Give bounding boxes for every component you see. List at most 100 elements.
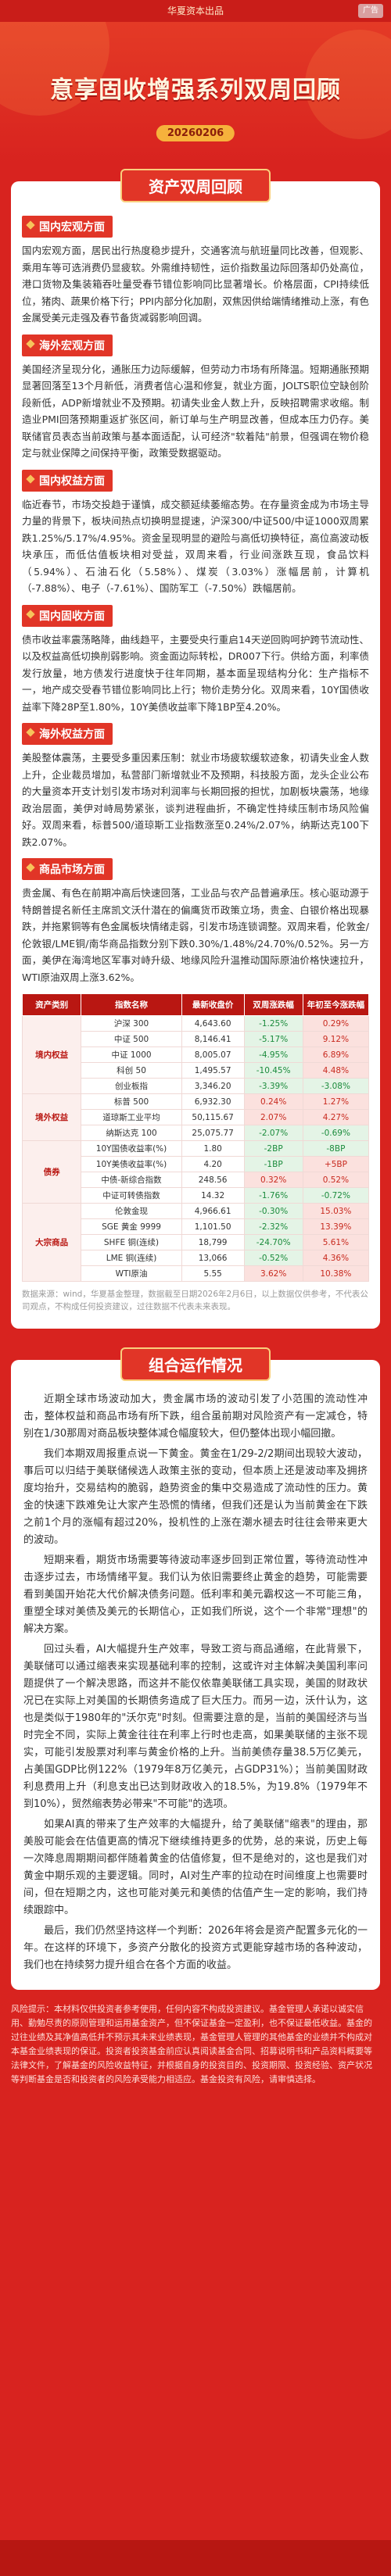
ytd-change: 6.89% (302, 1046, 370, 1063)
market-table: 资产类别 指数名称 最新收盘价 双周涨跌幅 年初至今涨跌幅 境内权益 沪深 300… (21, 993, 370, 1282)
table-row: 中债-新综合指数 248.56 0.32% 0.52% (23, 1172, 370, 1188)
index-name: 10Y国债收益率(%) (81, 1140, 182, 1157)
section-head: 商品市场方面 (22, 858, 113, 880)
section-text: 贵金属、有色在前期冲高后快速回落，工业品与农产品普遍承压。核心驱动源于特朗普提名… (22, 887, 369, 983)
biweekly-change: 0.24% (243, 1093, 303, 1110)
ytd-change: 13.39% (302, 1218, 370, 1235)
paragraph: 如果AI真的带来了生产效率的大幅提升，给了美联储"缩表"的理由，那美股可能会在估… (23, 1819, 368, 1916)
section-overseas-equity: 海外权益方面 美股整体震荡，主要受多重因素压制：就业市场疲软缓软迹象，初请失业金… (22, 723, 369, 850)
biweekly-change: -0.52% (243, 1250, 303, 1266)
index-name: 中证 500 (81, 1031, 182, 1047)
ytd-change: -0.72% (302, 1187, 370, 1204)
index-name: 道琼斯工业平均 (81, 1109, 182, 1125)
ytd-change: -0.69% (302, 1125, 370, 1141)
paragraph: 回过头看，AI大幅提升生产效率，导致工资与商品通缩，在此背景下，美联储可以通过缩… (23, 1644, 368, 1810)
table-row: WTI原油 5.55 3.62% 10.38% (23, 1265, 370, 1282)
biweekly-change: 0.32% (243, 1172, 303, 1188)
close-price: 1,101.50 (181, 1218, 245, 1235)
index-name: 沪深 300 (81, 1015, 182, 1032)
table-note: 数据来源：wind，华夏基金整理，数据截至日期2026年2月6日，以上数据仅供参… (22, 1290, 368, 1311)
biweekly-change: 3.62% (243, 1265, 303, 1282)
ytd-change: 5.61% (302, 1234, 370, 1250)
ytd-change: 9.12% (302, 1031, 370, 1047)
close-price: 4,966.61 (181, 1203, 245, 1219)
ytd-change: 0.29% (302, 1015, 370, 1032)
ytd-change: 15.03% (302, 1203, 370, 1219)
close-price: 25,075.77 (181, 1125, 245, 1141)
biweekly-change: -1BP (243, 1156, 303, 1172)
table-row: SHFE 铜(连续) 18,799 -24.70% 5.61% (23, 1234, 370, 1250)
ytd-change: -3.08% (302, 1078, 370, 1094)
section-commodities: 商品市场方面 贵金属、有色在前期冲高后快速回落，工业品与农产品普遍承压。核心驱动… (22, 858, 369, 986)
section-head: 海外权益方面 (22, 723, 113, 745)
biweekly-change: 2.07% (243, 1109, 303, 1125)
report-date: 20260206 (156, 125, 235, 141)
biweekly-change: -10.45% (243, 1062, 303, 1079)
section-text: 债市收益率震荡略降，曲线趋平，主要受央行重启14天逆回购呵护跨节流动性、以及权益… (22, 633, 369, 713)
table-header: 指数名称 (81, 993, 182, 1016)
table-row: 创业板指 3,346.20 -3.39% -3.08% (23, 1078, 370, 1094)
ytd-change: 10.38% (302, 1265, 370, 1282)
disclaimer: 风险提示：本材料仅供投资者参考使用，任何内容不构成投资建议。基金管理人承诺以诚实… (11, 2004, 372, 2084)
close-price: 248.56 (181, 1172, 245, 1188)
portfolio-title: 组合运作情况 (120, 1347, 271, 1381)
close-price: 14.32 (181, 1187, 245, 1204)
section-head: 国内权益方面 (22, 469, 113, 492)
ytd-change: -8BP (302, 1140, 370, 1157)
table-header-row: 资产类别 指数名称 最新收盘价 双周涨跌幅 年初至今涨跌幅 (21, 993, 370, 1016)
close-price: 1.80 (181, 1140, 245, 1157)
biweekly-change: -1.25% (243, 1015, 303, 1032)
section-head: 国内固收方面 (22, 604, 113, 627)
brand-label: 华夏资本出品 (167, 5, 224, 16)
section-text: 美国经济呈现分化，通胀压力边际缓解，但劳动力市场有所降温。短期通胀预期显著回落至… (22, 363, 369, 460)
index-name: 中证可转债指数 (81, 1187, 182, 1204)
close-price: 4.20 (181, 1156, 245, 1172)
section-text: 临近春节，市场交投趋于谨慎，成交额延续萎缩态势。在存量资金成为市场主导力量的背景… (22, 498, 369, 595)
section-text: 美股整体震荡，主要受多重因素压制：就业市场疲软缓软迹象，初请失业金人数上升，企业… (22, 752, 369, 848)
ad-badge: 广告 (358, 4, 383, 18)
hero-decoration (305, 30, 391, 139)
close-price: 4,643.60 (181, 1015, 245, 1032)
table-body: 境内权益 沪深 300 4,643.60 -1.25% 0.29% 中证 500 8,146… (21, 1015, 370, 1282)
close-price: 8,005.07 (181, 1046, 245, 1063)
top-bar: 华夏资本出品 广告 (0, 0, 391, 22)
ytd-change: 0.52% (302, 1172, 370, 1188)
paragraph: 短期来看，期货市场需要等待波动率逐步回到正常位置，等待流动性冲击逐步过去，市场情… (23, 1555, 368, 1635)
table-category: 境内权益 (21, 1015, 82, 1094)
biweekly-change: -4.95% (243, 1046, 303, 1063)
paragraph: 我们本期双周报重点说一下黄金。黄金在1/29-2/2期间出现较大波动，事后可以归… (23, 1448, 368, 1546)
biweekly-change: -0.30% (243, 1203, 303, 1219)
biweekly-change: -2.32% (243, 1218, 303, 1235)
close-price: 18,799 (181, 1234, 245, 1250)
index-name: SHFE 铜(连续) (81, 1234, 182, 1250)
section-domestic-fixed-income: 国内固收方面 债市收益率震荡略降，曲线趋平，主要受央行重启14天逆回购呵护跨节流… (22, 604, 369, 716)
table-category: 大宗商品 (21, 1203, 82, 1282)
table-header: 年初至今涨跌幅 (302, 993, 370, 1016)
table-row: 中证 500 8,146.41 -5.17% 9.12% (23, 1031, 370, 1047)
table-row: 大宗商品 伦敦金现 4,966.61 -0.30% 15.03% (21, 1203, 370, 1282)
asset-review-title: 资产双周回顾 (120, 169, 271, 202)
index-name: 10Y美债收益率(%) (81, 1156, 182, 1172)
table-category: 境外权益 (21, 1093, 82, 1141)
ytd-change: 4.36% (302, 1250, 370, 1266)
paragraph: 最后，我们仍然坚持这样一个判断：2026年将会是资产配置多元化的一年。在这样的环… (23, 1925, 368, 1971)
ytd-change: +5BP (302, 1156, 370, 1172)
index-name: SGE 黄金 9999 (81, 1218, 182, 1235)
table-row: 科创 50 1,495.57 -10.45% 4.48% (23, 1062, 370, 1079)
index-name: 纳斯达克 100 (81, 1125, 182, 1141)
table-row: 债券 10Y国债收益率(%) 1.80 -2BP -8BP (21, 1140, 370, 1204)
section-overseas-macro: 海外宏观方面 美国经济呈现分化，通胀压力边际缓解，但劳动力市场有所降温。短期通胀… (22, 334, 369, 462)
close-price: 5.55 (181, 1265, 245, 1282)
index-name: WTI原油 (81, 1265, 182, 1282)
close-price: 3,346.20 (181, 1078, 245, 1094)
close-price: 13,066 (181, 1250, 245, 1266)
ytd-change: 4.27% (302, 1109, 370, 1125)
table-header: 资产类别 (21, 993, 82, 1016)
index-name: 伦敦金现 (81, 1203, 182, 1219)
biweekly-change: -3.39% (243, 1078, 303, 1094)
hero-banner: 意享固收增强系列双周回顾 20260206 (0, 22, 391, 163)
table-row: 境外权益 标普 500 6,932.30 0.24% 1.27% (21, 1093, 370, 1141)
bottom-bar (0, 2540, 391, 2576)
biweekly-change: -5.17% (243, 1031, 303, 1047)
section-domestic-equity: 国内权益方面 临近春节，市场交投趋于谨慎，成交额延续萎缩态势。在存量资金成为市场… (22, 469, 369, 597)
